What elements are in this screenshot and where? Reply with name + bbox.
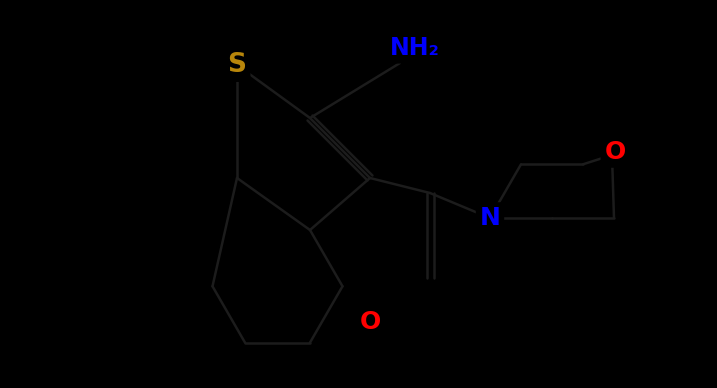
- Text: O: O: [359, 310, 381, 334]
- Text: S: S: [227, 52, 247, 78]
- Text: NH₂: NH₂: [390, 36, 440, 60]
- Text: N: N: [480, 206, 500, 230]
- Text: O: O: [604, 140, 626, 164]
